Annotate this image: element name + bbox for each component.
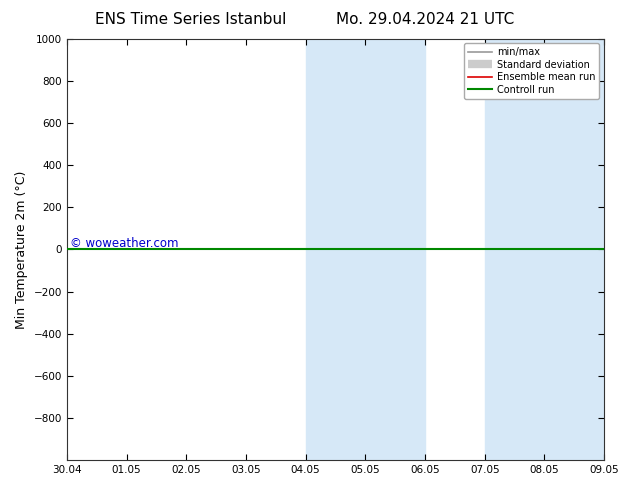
Bar: [485, 39, 604, 460]
Y-axis label: Min Temperature 2m (°C): Min Temperature 2m (°C): [15, 170, 28, 329]
Text: Mo. 29.04.2024 21 UTC: Mo. 29.04.2024 21 UTC: [335, 12, 514, 27]
Bar: [306, 39, 425, 460]
Legend: min/max, Standard deviation, Ensemble mean run, Controll run: min/max, Standard deviation, Ensemble me…: [464, 44, 599, 98]
Text: ENS Time Series Istanbul: ENS Time Series Istanbul: [94, 12, 286, 27]
Text: © woweather.com: © woweather.com: [70, 237, 178, 250]
